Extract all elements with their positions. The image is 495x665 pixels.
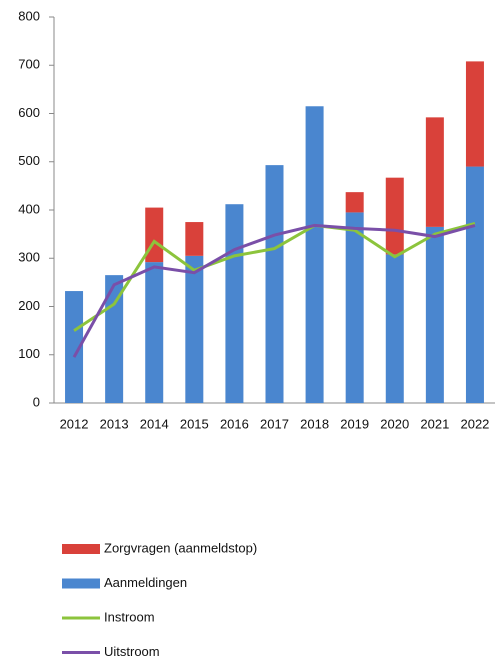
bar <box>65 291 84 403</box>
y-tick-label: 700 <box>18 57 40 72</box>
bar <box>345 192 364 213</box>
bar <box>345 212 364 403</box>
bar <box>145 262 164 403</box>
bar <box>465 166 484 403</box>
x-tick-label: 2012 <box>60 416 89 431</box>
y-tick-label: 500 <box>18 153 40 168</box>
legend-label: Instroom <box>104 609 155 624</box>
y-tick-label: 0 <box>33 394 40 409</box>
y-tick-label: 600 <box>18 105 40 120</box>
bar <box>385 177 404 255</box>
bar <box>185 255 204 403</box>
bar <box>225 204 244 403</box>
y-tick-label: 400 <box>18 201 40 216</box>
x-tick-label: 2017 <box>260 416 289 431</box>
legend-label: Zorgvragen (aanmeldstop) <box>104 540 257 555</box>
legend-label: Aanmeldingen <box>104 575 187 590</box>
y-tick-label: 800 <box>18 8 40 23</box>
y-tick-label: 100 <box>18 346 40 361</box>
bar <box>425 226 444 403</box>
x-tick-label: 2019 <box>340 416 369 431</box>
x-tick-label: 2015 <box>180 416 209 431</box>
bar <box>265 165 284 403</box>
bar <box>465 61 484 167</box>
x-tick-label: 2021 <box>420 416 449 431</box>
legend-label: Uitstroom <box>104 644 160 659</box>
bar <box>185 222 204 256</box>
x-tick-label: 2020 <box>380 416 409 431</box>
x-tick-label: 2013 <box>100 416 129 431</box>
bar <box>305 106 324 403</box>
line <box>72 223 476 358</box>
x-tick-label: 2022 <box>460 416 489 431</box>
x-tick-label: 2016 <box>220 416 249 431</box>
legend-swatch <box>62 544 100 554</box>
y-tick-label: 200 <box>18 298 40 313</box>
line <box>73 222 476 332</box>
x-tick-label: 2018 <box>300 416 329 431</box>
y-tick-label: 300 <box>18 250 40 265</box>
bar <box>425 117 444 227</box>
x-tick-label: 2014 <box>140 416 169 431</box>
bar <box>385 254 404 403</box>
legend-swatch <box>62 578 100 589</box>
